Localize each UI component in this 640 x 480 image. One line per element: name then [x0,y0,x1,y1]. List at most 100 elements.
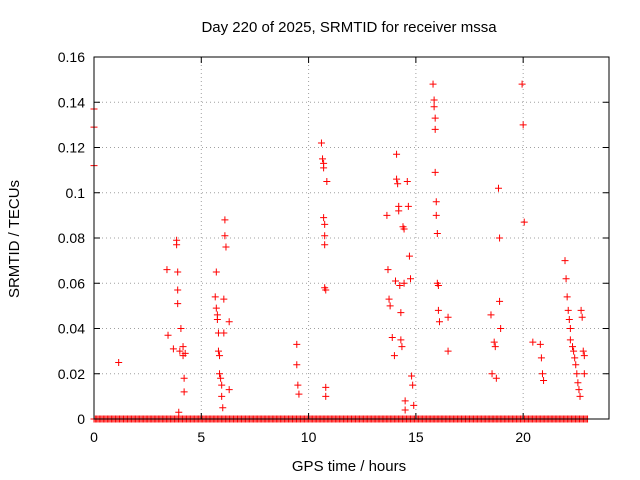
data-point [433,229,441,237]
data-point [579,347,587,355]
data-point [537,354,545,362]
data-point [565,315,573,323]
data-point [432,211,440,219]
x-tick-label: 5 [197,429,205,445]
data-point [400,279,408,287]
y-tick-label: 0.12 [58,140,85,156]
data-point [181,349,189,357]
data-point [180,374,188,382]
data-point [173,241,181,249]
data-point [431,114,439,122]
y-axis-title: SRMTID / TECUs [6,180,23,298]
data-point [492,374,500,382]
data-point [216,352,224,360]
y-tick-label: 0 [77,411,85,427]
data-point [322,286,330,294]
data-point [401,397,409,405]
data-point [497,325,505,332]
data-point [574,379,582,387]
x-axis-title: GPS time / hours [292,458,406,475]
data-point [390,352,398,360]
axis-ticks [93,56,609,420]
data-point [444,347,452,355]
data-point [496,234,504,242]
data-point [395,207,403,215]
data-point [320,164,328,172]
data-point [430,96,438,104]
data-point [179,343,187,351]
y-tick-label: 0.1 [66,185,86,201]
data-point [174,300,182,308]
data-point [115,358,123,366]
data-point [432,198,440,206]
data-point [394,180,402,188]
data-point [561,257,569,265]
data-point [405,252,413,260]
data-point [293,340,301,348]
data-point [573,370,581,378]
data-point [391,277,399,285]
data-point [397,336,405,344]
data-point [385,295,393,303]
data-point [322,383,330,391]
data-point [319,155,327,163]
data-point [295,390,303,398]
data-point [393,175,401,183]
data-point [577,306,585,314]
data-point [218,381,226,389]
data-point [211,293,219,301]
data-point [576,392,584,400]
data-point [434,282,442,290]
data-point [180,388,188,396]
data-point [393,150,401,158]
data-point [225,386,233,394]
data-point [403,177,411,185]
x-tick-label: 20 [515,429,531,445]
data-point [529,338,537,346]
data-point [175,408,183,416]
data-point [496,297,504,305]
data-point [444,313,452,321]
data-point [404,202,412,210]
data-point [431,125,439,133]
data-point [321,232,329,240]
data-point [575,386,583,394]
data-point [398,343,406,351]
data-point [220,329,228,337]
data-point [221,216,229,224]
data-point [518,80,526,88]
data-point [407,275,415,283]
data-point [430,103,438,111]
data-points [90,80,588,416]
data-point [569,343,577,351]
data-point [570,347,578,355]
data-point [177,325,185,332]
data-point [212,268,220,276]
data-point [434,306,442,314]
data-point [410,401,418,409]
data-point [566,336,574,344]
y-tick-label: 0.04 [58,321,85,337]
data-point [566,325,574,332]
data-point [317,139,325,147]
data-point [220,295,228,303]
data-point [519,121,527,129]
data-point [221,232,229,240]
data-point [169,345,177,353]
data-point [293,361,301,369]
data-point [564,306,572,314]
x-tick-label: 15 [408,429,424,445]
data-point [408,372,416,380]
data-point [214,347,222,355]
data-point [212,304,220,312]
data-point [321,220,329,228]
data-point [163,266,171,274]
data-point [164,331,172,339]
data-point [216,370,224,378]
data-point [176,347,184,355]
data-point [540,377,548,385]
data-point [225,318,233,326]
data-point [536,340,544,348]
